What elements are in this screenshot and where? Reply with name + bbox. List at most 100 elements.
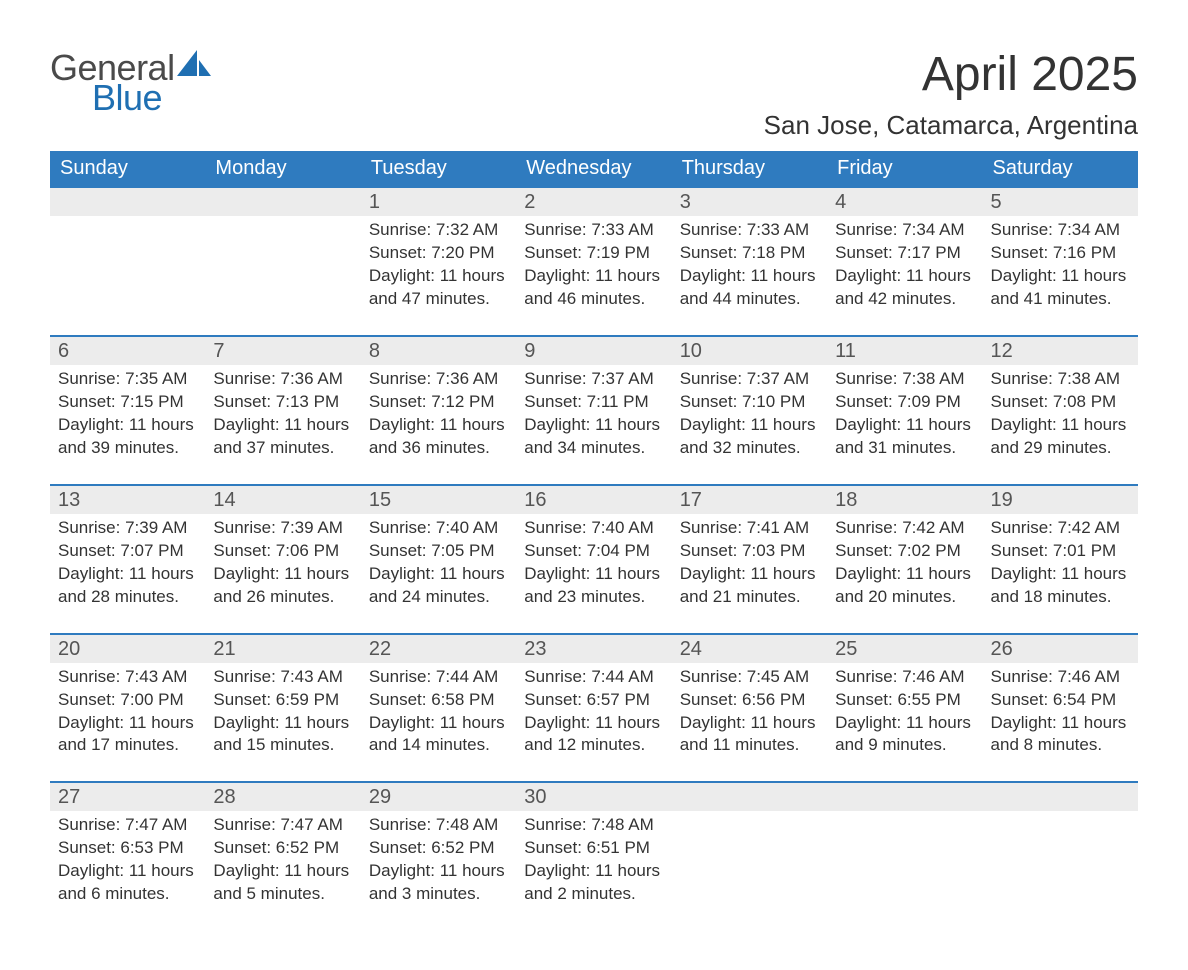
daylight-line: Daylight: 11 hours and 6 minutes.	[58, 860, 197, 906]
day-content-row: Sunrise: 7:35 AMSunset: 7:15 PMDaylight:…	[50, 365, 1138, 485]
daylight-line: Daylight: 11 hours and 46 minutes.	[524, 265, 663, 311]
sunset-line: Sunset: 6:52 PM	[369, 837, 508, 860]
sunset-line: Sunset: 6:59 PM	[213, 689, 352, 712]
day-number: 15	[361, 485, 516, 514]
sunrise-line: Sunrise: 7:47 AM	[213, 814, 352, 837]
sunset-line: Sunset: 7:18 PM	[680, 242, 819, 265]
day-cell: Sunrise: 7:48 AMSunset: 6:51 PMDaylight:…	[516, 811, 671, 930]
day-number: 19	[983, 485, 1138, 514]
day-cell: Sunrise: 7:40 AMSunset: 7:05 PMDaylight:…	[361, 514, 516, 634]
daylight-line: Daylight: 11 hours and 39 minutes.	[58, 414, 197, 460]
sunrise-line: Sunrise: 7:33 AM	[524, 219, 663, 242]
weekday-header: Sunday	[50, 151, 205, 187]
day-cell: Sunrise: 7:46 AMSunset: 6:54 PMDaylight:…	[983, 663, 1138, 783]
sunrise-line: Sunrise: 7:36 AM	[369, 368, 508, 391]
sunrise-line: Sunrise: 7:34 AM	[835, 219, 974, 242]
daylight-line: Daylight: 11 hours and 12 minutes.	[524, 712, 663, 758]
sunrise-line: Sunrise: 7:38 AM	[835, 368, 974, 391]
day-number-row: 13141516171819	[50, 485, 1138, 514]
day-cell: Sunrise: 7:38 AMSunset: 7:08 PMDaylight:…	[983, 365, 1138, 485]
sunrise-line: Sunrise: 7:45 AM	[680, 666, 819, 689]
day-number: 13	[50, 485, 205, 514]
day-cell: Sunrise: 7:37 AMSunset: 7:11 PMDaylight:…	[516, 365, 671, 485]
sunrise-line: Sunrise: 7:36 AM	[213, 368, 352, 391]
sunset-line: Sunset: 7:06 PM	[213, 540, 352, 563]
sunset-line: Sunset: 7:11 PM	[524, 391, 663, 414]
daylight-line: Daylight: 11 hours and 14 minutes.	[369, 712, 508, 758]
sunset-line: Sunset: 7:09 PM	[835, 391, 974, 414]
sunset-line: Sunset: 6:56 PM	[680, 689, 819, 712]
sunset-line: Sunset: 6:51 PM	[524, 837, 663, 860]
sunrise-line: Sunrise: 7:37 AM	[524, 368, 663, 391]
title-block: April 2025 San Jose, Catamarca, Argentin…	[764, 50, 1138, 141]
daylight-line: Daylight: 11 hours and 15 minutes.	[213, 712, 352, 758]
day-number: 21	[205, 634, 360, 663]
day-number: 1	[361, 187, 516, 216]
day-cell: Sunrise: 7:33 AMSunset: 7:19 PMDaylight:…	[516, 216, 671, 336]
sunrise-line: Sunrise: 7:41 AM	[680, 517, 819, 540]
daylight-line: Daylight: 11 hours and 20 minutes.	[835, 563, 974, 609]
day-number: 22	[361, 634, 516, 663]
sunset-line: Sunset: 6:52 PM	[213, 837, 352, 860]
day-number: 27	[50, 782, 205, 811]
empty-day-number	[983, 782, 1138, 811]
sunset-line: Sunset: 6:53 PM	[58, 837, 197, 860]
daylight-line: Daylight: 11 hours and 36 minutes.	[369, 414, 508, 460]
sunset-line: Sunset: 7:15 PM	[58, 391, 197, 414]
sunrise-line: Sunrise: 7:43 AM	[58, 666, 197, 689]
sunset-line: Sunset: 7:12 PM	[369, 391, 508, 414]
sunrise-line: Sunrise: 7:48 AM	[524, 814, 663, 837]
day-content-row: Sunrise: 7:32 AMSunset: 7:20 PMDaylight:…	[50, 216, 1138, 336]
empty-day-number	[672, 782, 827, 811]
sunset-line: Sunset: 7:01 PM	[991, 540, 1130, 563]
sunset-line: Sunset: 7:00 PM	[58, 689, 197, 712]
day-cell: Sunrise: 7:36 AMSunset: 7:13 PMDaylight:…	[205, 365, 360, 485]
daylight-line: Daylight: 11 hours and 18 minutes.	[991, 563, 1130, 609]
day-cell: Sunrise: 7:40 AMSunset: 7:04 PMDaylight:…	[516, 514, 671, 634]
sunrise-line: Sunrise: 7:47 AM	[58, 814, 197, 837]
weekday-header: Tuesday	[361, 151, 516, 187]
sunset-line: Sunset: 7:05 PM	[369, 540, 508, 563]
day-number: 3	[672, 187, 827, 216]
day-cell: Sunrise: 7:39 AMSunset: 7:06 PMDaylight:…	[205, 514, 360, 634]
day-number: 23	[516, 634, 671, 663]
day-number: 16	[516, 485, 671, 514]
day-number-row: 27282930	[50, 782, 1138, 811]
sunrise-line: Sunrise: 7:42 AM	[835, 517, 974, 540]
day-number-row: 12345	[50, 187, 1138, 216]
day-cell: Sunrise: 7:42 AMSunset: 7:02 PMDaylight:…	[827, 514, 982, 634]
daylight-line: Daylight: 11 hours and 2 minutes.	[524, 860, 663, 906]
sunset-line: Sunset: 7:13 PM	[213, 391, 352, 414]
day-number: 2	[516, 187, 671, 216]
day-cell: Sunrise: 7:37 AMSunset: 7:10 PMDaylight:…	[672, 365, 827, 485]
sunrise-line: Sunrise: 7:34 AM	[991, 219, 1130, 242]
daylight-line: Daylight: 11 hours and 28 minutes.	[58, 563, 197, 609]
sunrise-line: Sunrise: 7:43 AM	[213, 666, 352, 689]
month-title: April 2025	[764, 50, 1138, 100]
sunset-line: Sunset: 7:20 PM	[369, 242, 508, 265]
daylight-line: Daylight: 11 hours and 23 minutes.	[524, 563, 663, 609]
brand-logo: General Blue	[50, 50, 211, 116]
day-cell: Sunrise: 7:47 AMSunset: 6:52 PMDaylight:…	[205, 811, 360, 930]
day-cell: Sunrise: 7:47 AMSunset: 6:53 PMDaylight:…	[50, 811, 205, 930]
calendar-table: SundayMondayTuesdayWednesdayThursdayFrid…	[50, 151, 1138, 930]
weekday-header: Thursday	[672, 151, 827, 187]
sunrise-line: Sunrise: 7:46 AM	[991, 666, 1130, 689]
day-content-row: Sunrise: 7:39 AMSunset: 7:07 PMDaylight:…	[50, 514, 1138, 634]
day-number-row: 20212223242526	[50, 634, 1138, 663]
daylight-line: Daylight: 11 hours and 29 minutes.	[991, 414, 1130, 460]
weekday-header: Saturday	[983, 151, 1138, 187]
daylight-line: Daylight: 11 hours and 37 minutes.	[213, 414, 352, 460]
daylight-line: Daylight: 11 hours and 47 minutes.	[369, 265, 508, 311]
empty-day-number	[205, 187, 360, 216]
daylight-line: Daylight: 11 hours and 24 minutes.	[369, 563, 508, 609]
day-cell: Sunrise: 7:38 AMSunset: 7:09 PMDaylight:…	[827, 365, 982, 485]
empty-day-cell	[827, 811, 982, 930]
sunrise-line: Sunrise: 7:44 AM	[524, 666, 663, 689]
sunrise-line: Sunrise: 7:38 AM	[991, 368, 1130, 391]
weekday-header-row: SundayMondayTuesdayWednesdayThursdayFrid…	[50, 151, 1138, 187]
daylight-line: Daylight: 11 hours and 9 minutes.	[835, 712, 974, 758]
day-cell: Sunrise: 7:34 AMSunset: 7:16 PMDaylight:…	[983, 216, 1138, 336]
sunrise-line: Sunrise: 7:33 AM	[680, 219, 819, 242]
daylight-line: Daylight: 11 hours and 11 minutes.	[680, 712, 819, 758]
